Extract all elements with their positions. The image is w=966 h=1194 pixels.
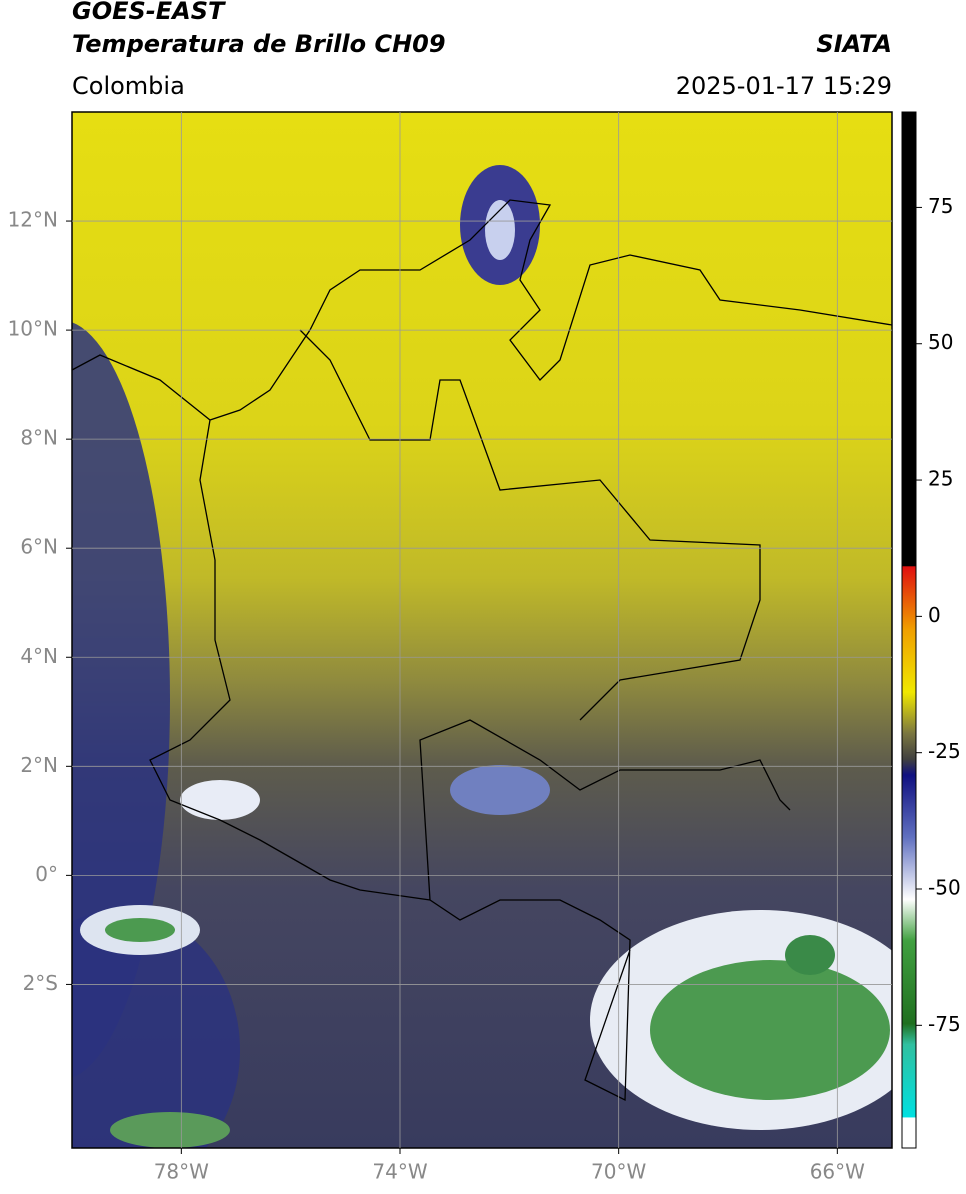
y-tick-label: 2°S (23, 971, 58, 995)
region: Colombia (72, 72, 185, 100)
colorbar-label: 50 (928, 330, 953, 354)
map-frame (71, 111, 893, 1149)
satellite-image (72, 112, 892, 1148)
y-tick-label: 2°N (20, 753, 58, 777)
colorbar-label: -75 (928, 1012, 961, 1036)
colorbar-label: 0 (928, 603, 941, 627)
colorbar-label: -25 (928, 739, 961, 763)
y-tick-label: 10°N (8, 317, 58, 341)
y-tick-label: 0° (35, 862, 58, 886)
colorbar (901, 111, 917, 1149)
colorbar-label: -50 (928, 876, 961, 900)
agency: SIATA (816, 30, 892, 58)
x-tick-label: 66°W (810, 1160, 865, 1184)
colorbar-label: 25 (928, 467, 953, 491)
y-tick-label: 8°N (20, 426, 58, 450)
colorbar-label: 75 (928, 194, 953, 218)
satellite: GOES-EAST (72, 0, 226, 25)
y-tick-label: 12°N (8, 208, 58, 232)
y-tick-label: 4°N (20, 644, 58, 668)
y-tick-label: 6°N (20, 535, 58, 559)
borders (71, 199, 893, 1102)
x-tick-label: 74°W (372, 1160, 427, 1184)
datetime: 2025-01-17 15:29 (676, 72, 892, 100)
product: Temperatura de Brillo CH09 (72, 30, 446, 58)
x-tick-label: 78°W (154, 1160, 209, 1184)
x-tick-label: 70°W (591, 1160, 646, 1184)
